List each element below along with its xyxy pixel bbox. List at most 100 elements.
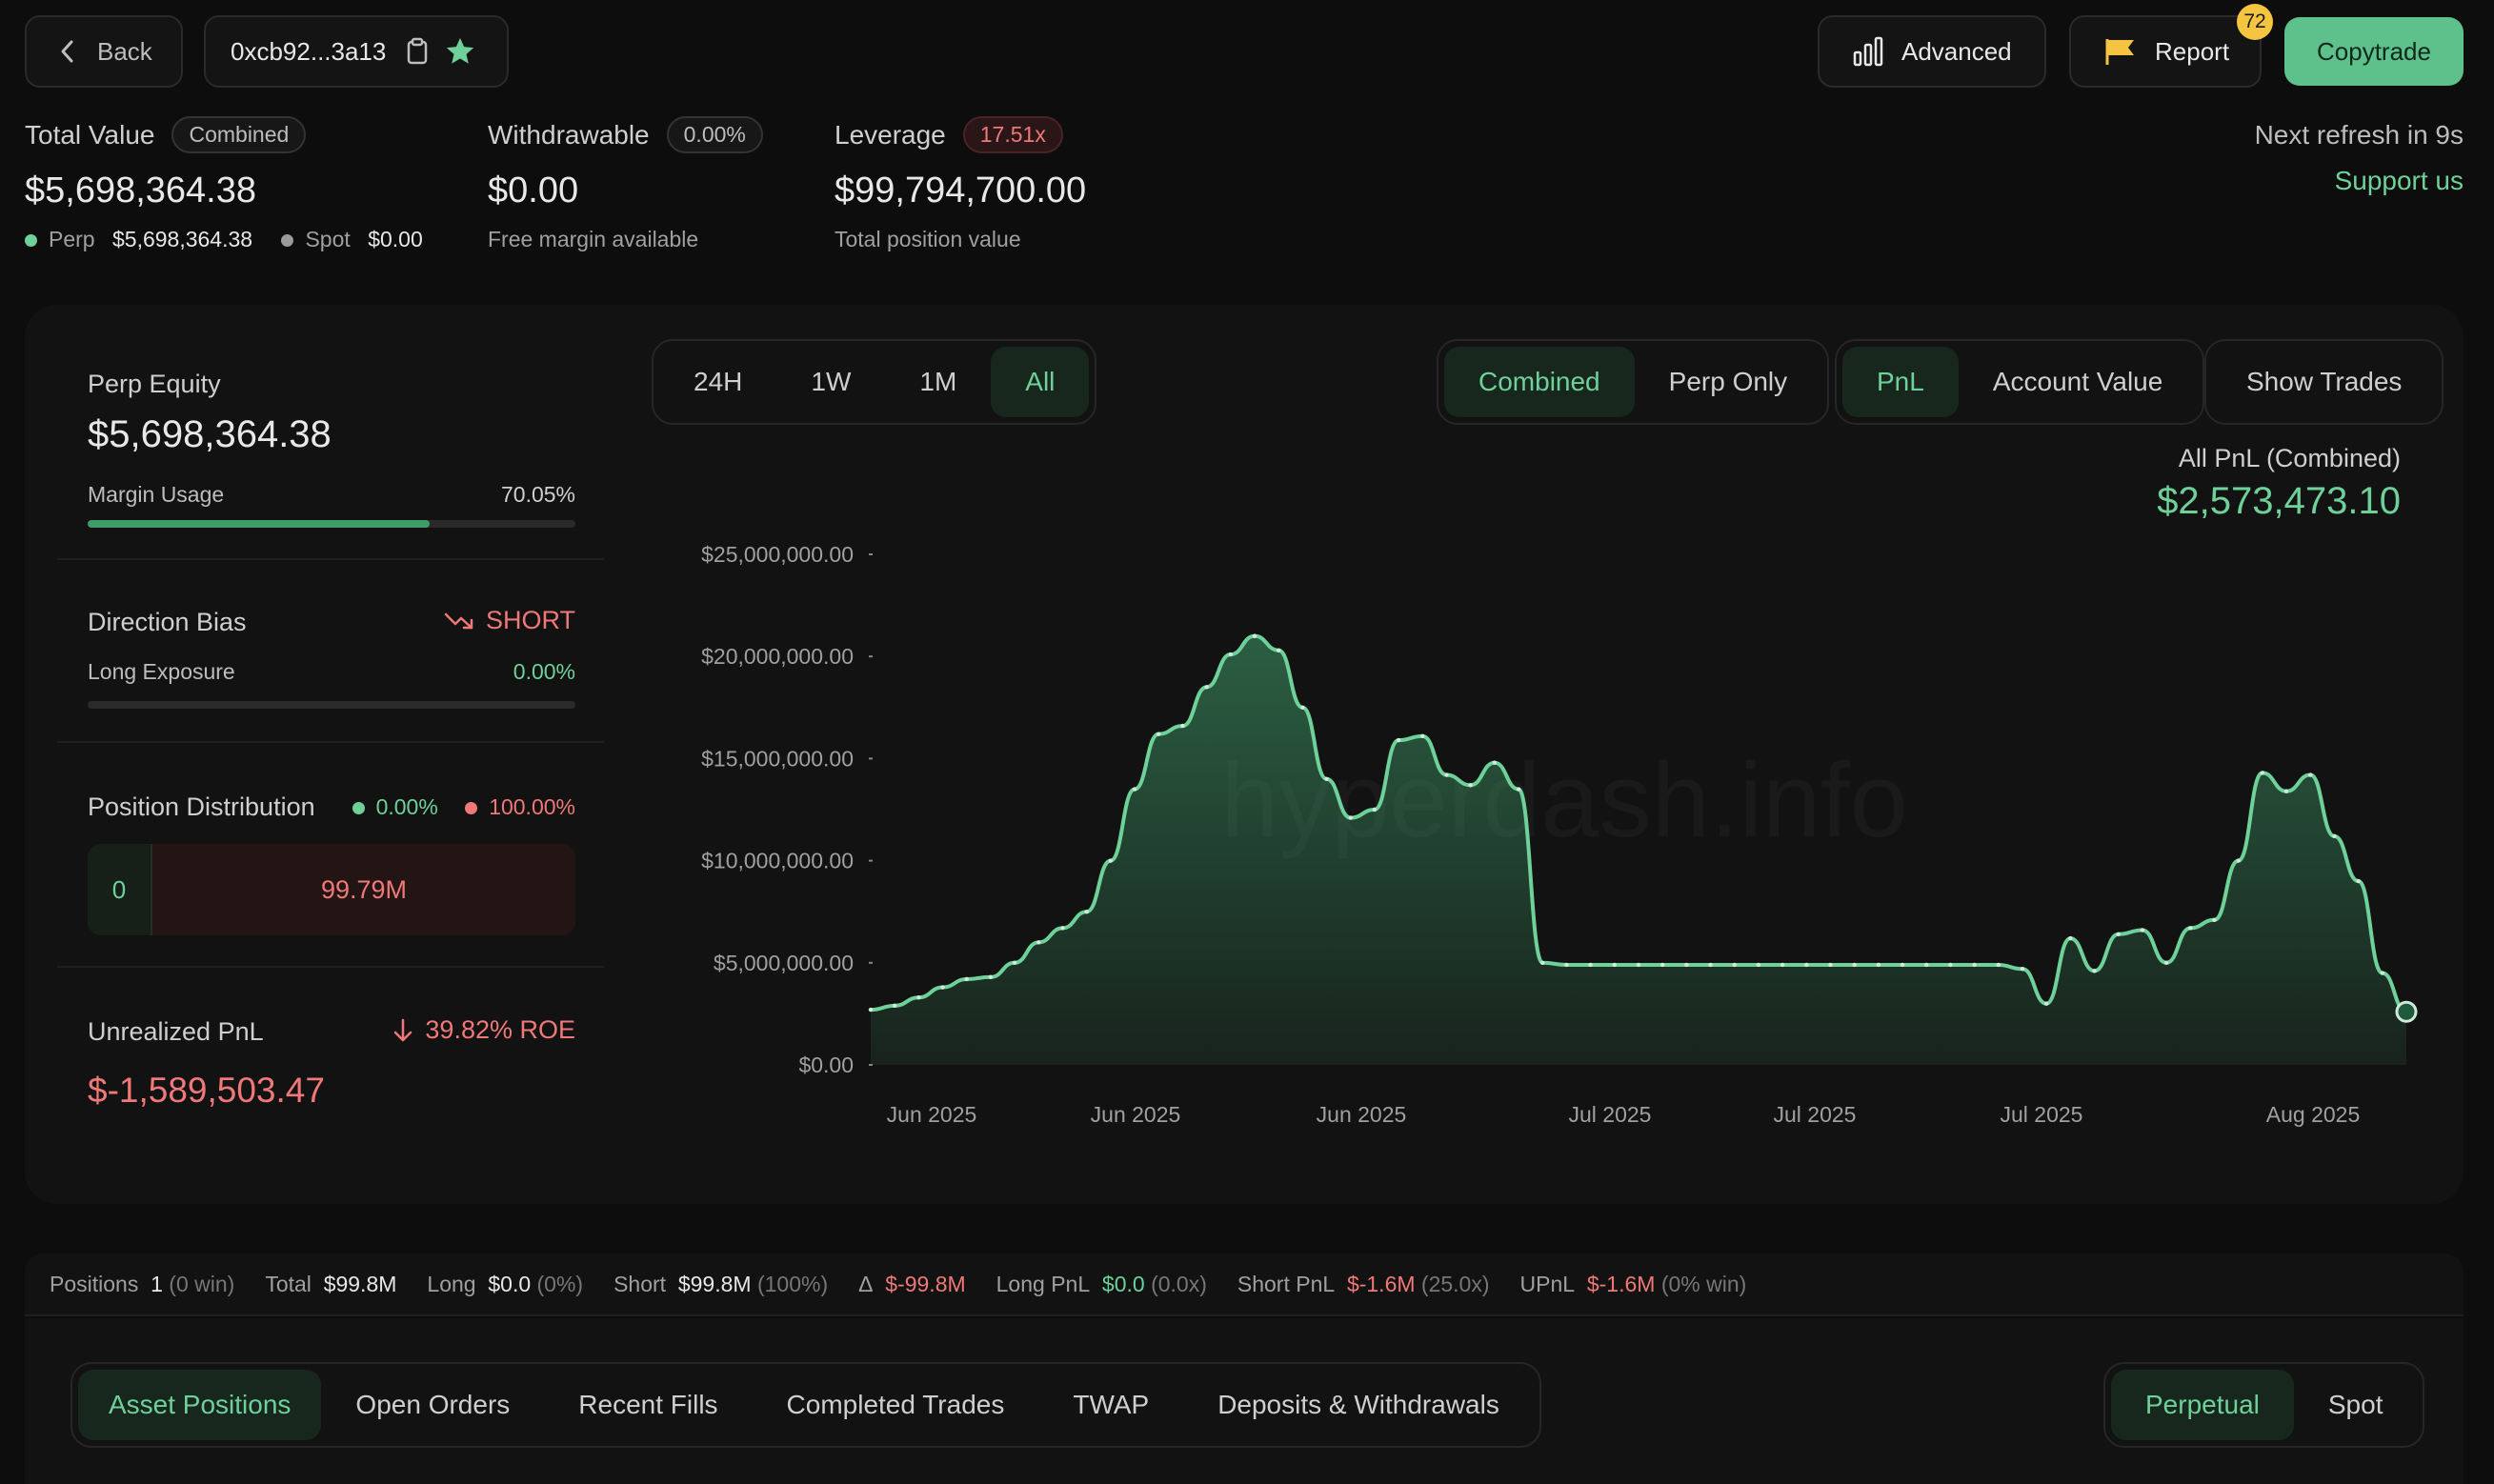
total-value: $5,698,364.38 <box>25 170 257 211</box>
metric-selector: PnL Account Value <box>1835 339 2205 425</box>
x-tick-label: Jul 2025 <box>2001 1102 2083 1127</box>
metric-pnl[interactable]: PnL <box>1842 347 1959 417</box>
latest-point-marker[interactable] <box>2395 1000 2418 1023</box>
divider <box>57 966 604 968</box>
x-tick-label: Jun 2025 <box>887 1102 977 1127</box>
long-exposure-value: 0.00% <box>513 659 575 684</box>
refresh-text: Next refresh in 9s <box>2254 120 2464 150</box>
data-point <box>1588 962 1593 968</box>
dist-short-pct: 100.00% <box>489 794 575 819</box>
data-point <box>1084 910 1089 914</box>
stat-short: Short $99.8M (100%) <box>613 1271 829 1296</box>
perp-value: $5,698,364.38 <box>111 227 253 251</box>
range-1m[interactable]: 1M <box>919 367 957 396</box>
data-point <box>2092 969 2097 973</box>
y-tick-label: $5,000,000.00 <box>714 951 854 975</box>
data-point <box>1996 962 2001 968</box>
withdrawable-block: Withdrawable 0.00% $0.00 Free margin ava… <box>488 116 763 252</box>
tab-deposits-withdrawals[interactable]: Deposits & Withdrawals <box>1217 1390 1499 1419</box>
data-point <box>868 1007 874 1013</box>
data-point <box>1420 733 1425 739</box>
tab-asset-positions[interactable]: Asset Positions <box>78 1370 322 1440</box>
mode-perp-only[interactable]: Perp Only <box>1668 367 1788 396</box>
support-link[interactable]: Support us <box>2334 166 2464 195</box>
direction-bias-value: SHORT <box>485 606 575 634</box>
data-point <box>1324 776 1329 782</box>
x-tick-label: Jun 2025 <box>1317 1102 1407 1127</box>
data-point <box>1228 652 1234 657</box>
distribution-legend: 0.00% 100.00% <box>352 794 575 820</box>
roe-value: 39.82% ROE <box>425 1015 575 1044</box>
spot-dot <box>281 234 294 248</box>
x-tick-label: Aug 2025 <box>2266 1102 2360 1127</box>
total-value-block: Total Value Combined $5,698,364.38 Perp … <box>25 116 423 252</box>
report-label: Report <box>2155 36 2230 66</box>
combined-tag: Combined <box>171 116 307 153</box>
total-value-label: Total Value <box>25 119 155 150</box>
range-all[interactable]: All <box>991 347 1090 417</box>
mode-combined[interactable]: Combined <box>1444 347 1635 417</box>
data-point <box>1276 648 1281 652</box>
tab-completed-trades[interactable]: Completed Trades <box>786 1390 1005 1419</box>
chart-pnl-value: $2,573,473.10 <box>2157 480 2401 522</box>
back-button[interactable]: Back <box>25 15 183 88</box>
data-point <box>940 985 945 990</box>
star-icon[interactable] <box>443 35 477 68</box>
dist-short-segment: 99.79M <box>152 844 575 935</box>
dist-long-segment: 0 <box>88 844 152 935</box>
data-point <box>892 1003 897 1009</box>
dist-long-value: 0 <box>111 874 127 904</box>
y-axis: $25,000,000.00 $20,000,000.00 $15,000,000.… <box>701 542 873 1077</box>
divider <box>57 558 604 560</box>
advanced-label: Advanced <box>1901 36 2012 66</box>
data-point <box>1972 962 1977 968</box>
perp-equity-value: $5,698,364.38 <box>88 413 332 455</box>
data-point <box>1684 962 1689 968</box>
positions-stats-bar: Positions 1 (0 win) Total $99.8M Long $0… <box>25 1253 2464 1316</box>
tab-open-orders[interactable]: Open Orders <box>355 1390 511 1419</box>
arrow-down-icon <box>394 1018 412 1041</box>
metric-account-value[interactable]: Account Value <box>1992 367 2163 396</box>
pnl-area-fill <box>871 635 2406 1065</box>
data-point <box>1924 962 1929 968</box>
report-button[interactable]: Report <box>2069 15 2262 88</box>
y-tick-label: $25,000,000.00 <box>701 542 854 567</box>
data-point <box>2380 971 2385 975</box>
y-tick-label: $15,000,000.00 <box>701 746 854 771</box>
market-spot[interactable]: Spot <box>2327 1390 2383 1419</box>
data-point <box>1636 962 1641 968</box>
data-point <box>1708 962 1713 968</box>
data-point <box>1180 723 1185 729</box>
tab-twap[interactable]: TWAP <box>1073 1390 1150 1419</box>
distribution-bar: 0 99.79M <box>88 844 575 935</box>
bar-chart-icon <box>1853 36 1883 67</box>
tab-recent-fills[interactable]: Recent Fills <box>578 1390 718 1419</box>
stat-long-pnl: Long PnL $0.0 (0.0x) <box>996 1271 1207 1296</box>
range-1w[interactable]: 1W <box>811 367 852 396</box>
range-24h[interactable]: 24H <box>694 367 743 396</box>
address-chip: 0xcb92...3a13 <box>204 15 509 88</box>
stat-short-pnl: Short PnL $-1.6M (25.0x) <box>1237 1271 1490 1296</box>
data-point <box>1156 732 1161 736</box>
chart-pnl-label: All PnL (Combined) <box>2178 444 2401 472</box>
show-trades-button[interactable]: Show Trades <box>2246 367 2403 396</box>
chevron-left-icon <box>61 40 73 63</box>
margin-usage-bar <box>88 520 575 528</box>
leverage-tag: 17.51x <box>962 116 1063 153</box>
flag-icon <box>2105 39 2134 65</box>
leverage-sub: Total position value <box>835 227 1021 251</box>
market-selector: Perpetual Spot <box>2103 1362 2425 1448</box>
data-point <box>1372 807 1378 812</box>
market-perpetual[interactable]: Perpetual <box>2111 1370 2294 1440</box>
data-point <box>1900 962 1905 968</box>
data-point <box>1012 960 1017 965</box>
copytrade-button[interactable]: Copytrade <box>2284 17 2464 86</box>
advanced-button[interactable]: Advanced <box>1818 15 2046 88</box>
copy-icon[interactable] <box>405 36 430 67</box>
data-point <box>2068 935 2073 941</box>
data-point <box>1756 962 1761 968</box>
data-point <box>1612 962 1618 968</box>
data-point <box>2116 932 2121 936</box>
leverage-label: Leverage <box>835 119 946 150</box>
x-axis: Jun 2025 Jun 2025 Jun 2025 Jul 2025 Jul 2025… <box>887 1102 2361 1127</box>
